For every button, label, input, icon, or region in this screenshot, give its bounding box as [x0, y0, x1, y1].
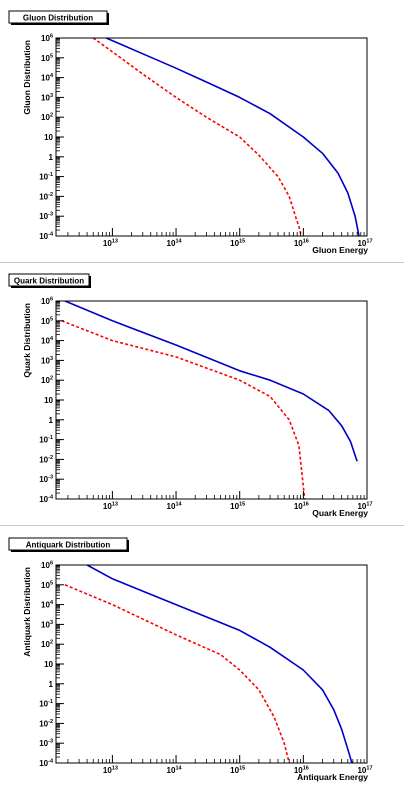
quark-panel: Quark Distribution 10-4 10-3 10-2 10-1 1 10 102…	[0, 263, 404, 525]
x-tick-label: 1014	[167, 239, 183, 249]
x-tick-label: 1016	[294, 766, 309, 776]
chart-title: Quark Distribution	[14, 277, 84, 286]
y-tick-label: 10	[44, 133, 53, 142]
y-tick-label: 103	[41, 93, 53, 103]
x-tick-label: 1017	[357, 502, 372, 512]
gluon-chart: Gluon Distribution 10-4 10-3 10-2 10-1 1 10 102…	[8, 10, 373, 255]
title-box-shadow	[107, 13, 109, 25]
y-tick-label: 10-2	[39, 719, 53, 729]
y-axis-label: Quark Distribution	[22, 303, 32, 378]
y-tick-label: 1	[49, 416, 54, 425]
series-line-dashed	[61, 320, 306, 499]
plot-frame	[55, 37, 368, 237]
chart-title: Gluon Distribution	[23, 14, 93, 23]
chart-title: Antiquark Distribution	[26, 541, 111, 550]
y-tick-label: 105	[41, 316, 53, 326]
series-line-dashed	[92, 38, 303, 236]
x-axis-label: Antiquark Energy	[297, 772, 368, 782]
x-tick-label: 1013	[103, 766, 118, 776]
y-tick-label: 10-1	[39, 172, 53, 182]
x-axis-label: Quark Energy	[312, 508, 368, 518]
plot-frame	[55, 564, 368, 764]
y-tick-label: 102	[41, 113, 53, 123]
plot-area	[64, 565, 353, 763]
y-tick-label: 10-3	[39, 212, 53, 222]
y-tick-label: 102	[41, 376, 53, 386]
gluon-panel: Gluon Distribution 10-4 10-3 10-2 10-1 1 10 102…	[0, 0, 404, 262]
plot-area	[61, 301, 358, 499]
antiquark-chart: Antiquark Distribution 10-4 10-3 10-2 10-1 1 1…	[8, 537, 373, 782]
y-tick-label: 10-4	[39, 232, 54, 242]
series-line-solid	[86, 565, 353, 763]
series-line-solid	[64, 301, 358, 462]
y-tick-label: 105	[41, 580, 53, 590]
y-tick-label: 1	[49, 680, 54, 689]
x-axis-label: Gluon Energy	[312, 245, 368, 255]
y-tick-label: 103	[41, 356, 53, 366]
x-tick-label: 1016	[294, 502, 309, 512]
y-tick-label: 10-2	[39, 192, 53, 202]
x-tick-label: 1015	[230, 239, 245, 249]
y-tick-label: 10-3	[39, 475, 53, 485]
y-tick-label: 10-1	[39, 699, 53, 709]
y-tick-label: 106	[41, 561, 53, 571]
chart-title-box: Quark Distribution	[8, 273, 91, 288]
title-box-shadow	[127, 540, 129, 552]
y-tick-label: 104	[41, 73, 54, 83]
panel-divider	[0, 262, 404, 263]
y-axis-label: Gluon Distribution	[22, 40, 32, 115]
x-tick-label: 1014	[167, 502, 183, 512]
y-tick-label: 103	[41, 620, 53, 630]
y-axis-label: Antiquark Distribution	[22, 567, 32, 657]
x-tick-label: 1017	[357, 766, 372, 776]
title-box-shadow	[89, 276, 91, 288]
y-tick-label: 10-1	[39, 435, 53, 445]
antiquark-panel: Antiquark Distribution 10-4 10-3 10-2 10-1 1 1…	[0, 527, 404, 789]
x-tick-label: 1015	[230, 766, 245, 776]
y-tick-label: 10-4	[39, 495, 54, 505]
y-tick-label: 1	[49, 153, 54, 162]
y-tick-label: 104	[41, 336, 54, 346]
x-tick-label: 1017	[357, 239, 372, 249]
y-tick-label: 106	[41, 34, 53, 44]
y-tick-label: 10-3	[39, 739, 53, 749]
plot-frame	[55, 300, 368, 500]
y-tick-label: 102	[41, 640, 53, 650]
series-line-dashed	[64, 584, 290, 763]
x-tick-label: 1014	[167, 766, 183, 776]
y-tick-label: 10-4	[39, 759, 54, 769]
x-tick-label: 1016	[294, 239, 309, 249]
title-box-shadow	[11, 550, 129, 552]
chart-title-box: Gluon Distribution	[8, 10, 109, 25]
series-line-solid	[105, 38, 360, 236]
y-tick-label: 10	[44, 660, 53, 669]
y-tick-label: 10	[44, 396, 53, 405]
y-tick-label: 10-2	[39, 455, 53, 465]
y-tick-label: 106	[41, 297, 53, 307]
title-box-shadow	[11, 23, 109, 25]
y-tick-label: 104	[41, 600, 54, 610]
x-tick-label: 1015	[230, 502, 245, 512]
x-tick-label: 1013	[103, 502, 118, 512]
panel-divider	[0, 525, 404, 526]
x-tick-label: 1013	[103, 239, 118, 249]
title-box-shadow	[11, 286, 91, 288]
y-tick-label: 105	[41, 53, 53, 63]
chart-title-box: Antiquark Distribution	[8, 537, 129, 552]
quark-chart: Quark Distribution 10-4 10-3 10-2 10-1 1 10 102…	[8, 273, 373, 518]
plot-area	[92, 38, 360, 236]
